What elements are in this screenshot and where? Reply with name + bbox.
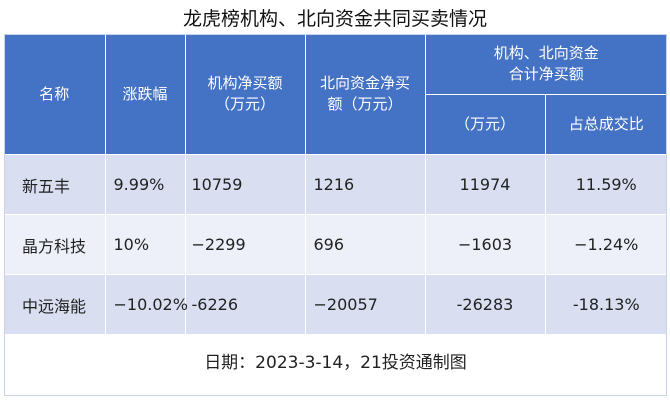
col-header-share: 占总成交比 [545, 94, 668, 155]
cell-change: 10% [105, 214, 186, 275]
col-header-name: 名称 [4, 34, 106, 155]
data-table: 名称 涨跌幅 机构净买额 （万元） 北向资金净买 额（万元） 机构、北向资金 合… [4, 34, 668, 386]
cell-northbound: 1216 [305, 154, 426, 215]
col-header-combined-line1: 机构、北向资金 [493, 44, 599, 62]
cell-inst: −2299 [185, 214, 306, 275]
cell-share: 11.59% [545, 154, 668, 215]
table-title: 龙虎榜机构、北向资金共同买卖情况 [182, 8, 487, 30]
col-header-combined: 机构、北向资金 合计净买额 [425, 34, 668, 95]
cell-inst: -6226 [185, 274, 306, 335]
col-header-change: 涨跌幅 [105, 34, 186, 155]
cell-name: 新五丰 [4, 154, 106, 215]
col-header-inst-line1: 机构净买额 [207, 74, 283, 92]
cell-change: −10.02% [105, 274, 188, 335]
cell-change: 9.99% [105, 154, 186, 215]
cell-share: -18.13% [545, 274, 668, 335]
cell-northbound: −20057 [305, 274, 426, 335]
footer-row: 日期：2023-3-14，21投资通制图 [4, 334, 668, 386]
col-header-combined-line2: 合计净买额 [508, 65, 584, 83]
col-header-northbound-line1: 北向资金净买 [319, 74, 410, 92]
col-header-total: （万元） [425, 94, 546, 155]
footer-note: 日期：2023-3-14，21投资通制图 [4, 334, 668, 386]
table-row: 新五丰 9.99% 10759 1216 11974 11.59% [4, 154, 668, 215]
col-header-northbound-line2: 额（万元） [327, 95, 403, 113]
cell-share: −1.24% [545, 214, 668, 275]
table-row: 中远海能 −10.02% -6226 −20057 -26283 -18.13% [4, 274, 668, 335]
col-header-inst-line2: （万元） [214, 95, 275, 113]
header-subrow: （万元） 占总成交比 [4, 94, 668, 155]
col-header-inst: 机构净买额 （万元） [185, 34, 306, 155]
table-row: 晶方科技 10% −2299 696 −1603 −1.24% [4, 214, 668, 275]
col-header-northbound: 北向资金净买 额（万元） [305, 34, 426, 155]
header-row: 名称 涨跌幅 机构净买额 （万元） 北向资金净买 额（万元） 机构、北向资金 合… [4, 34, 668, 155]
cell-total: 11974 [425, 154, 546, 215]
cell-name: 晶方科技 [4, 214, 106, 275]
cell-inst: 10759 [185, 154, 306, 215]
cell-total: −1603 [425, 214, 546, 275]
cell-total: -26283 [425, 274, 546, 335]
cell-name: 中远海能 [4, 274, 106, 335]
cell-northbound: 696 [305, 214, 426, 275]
